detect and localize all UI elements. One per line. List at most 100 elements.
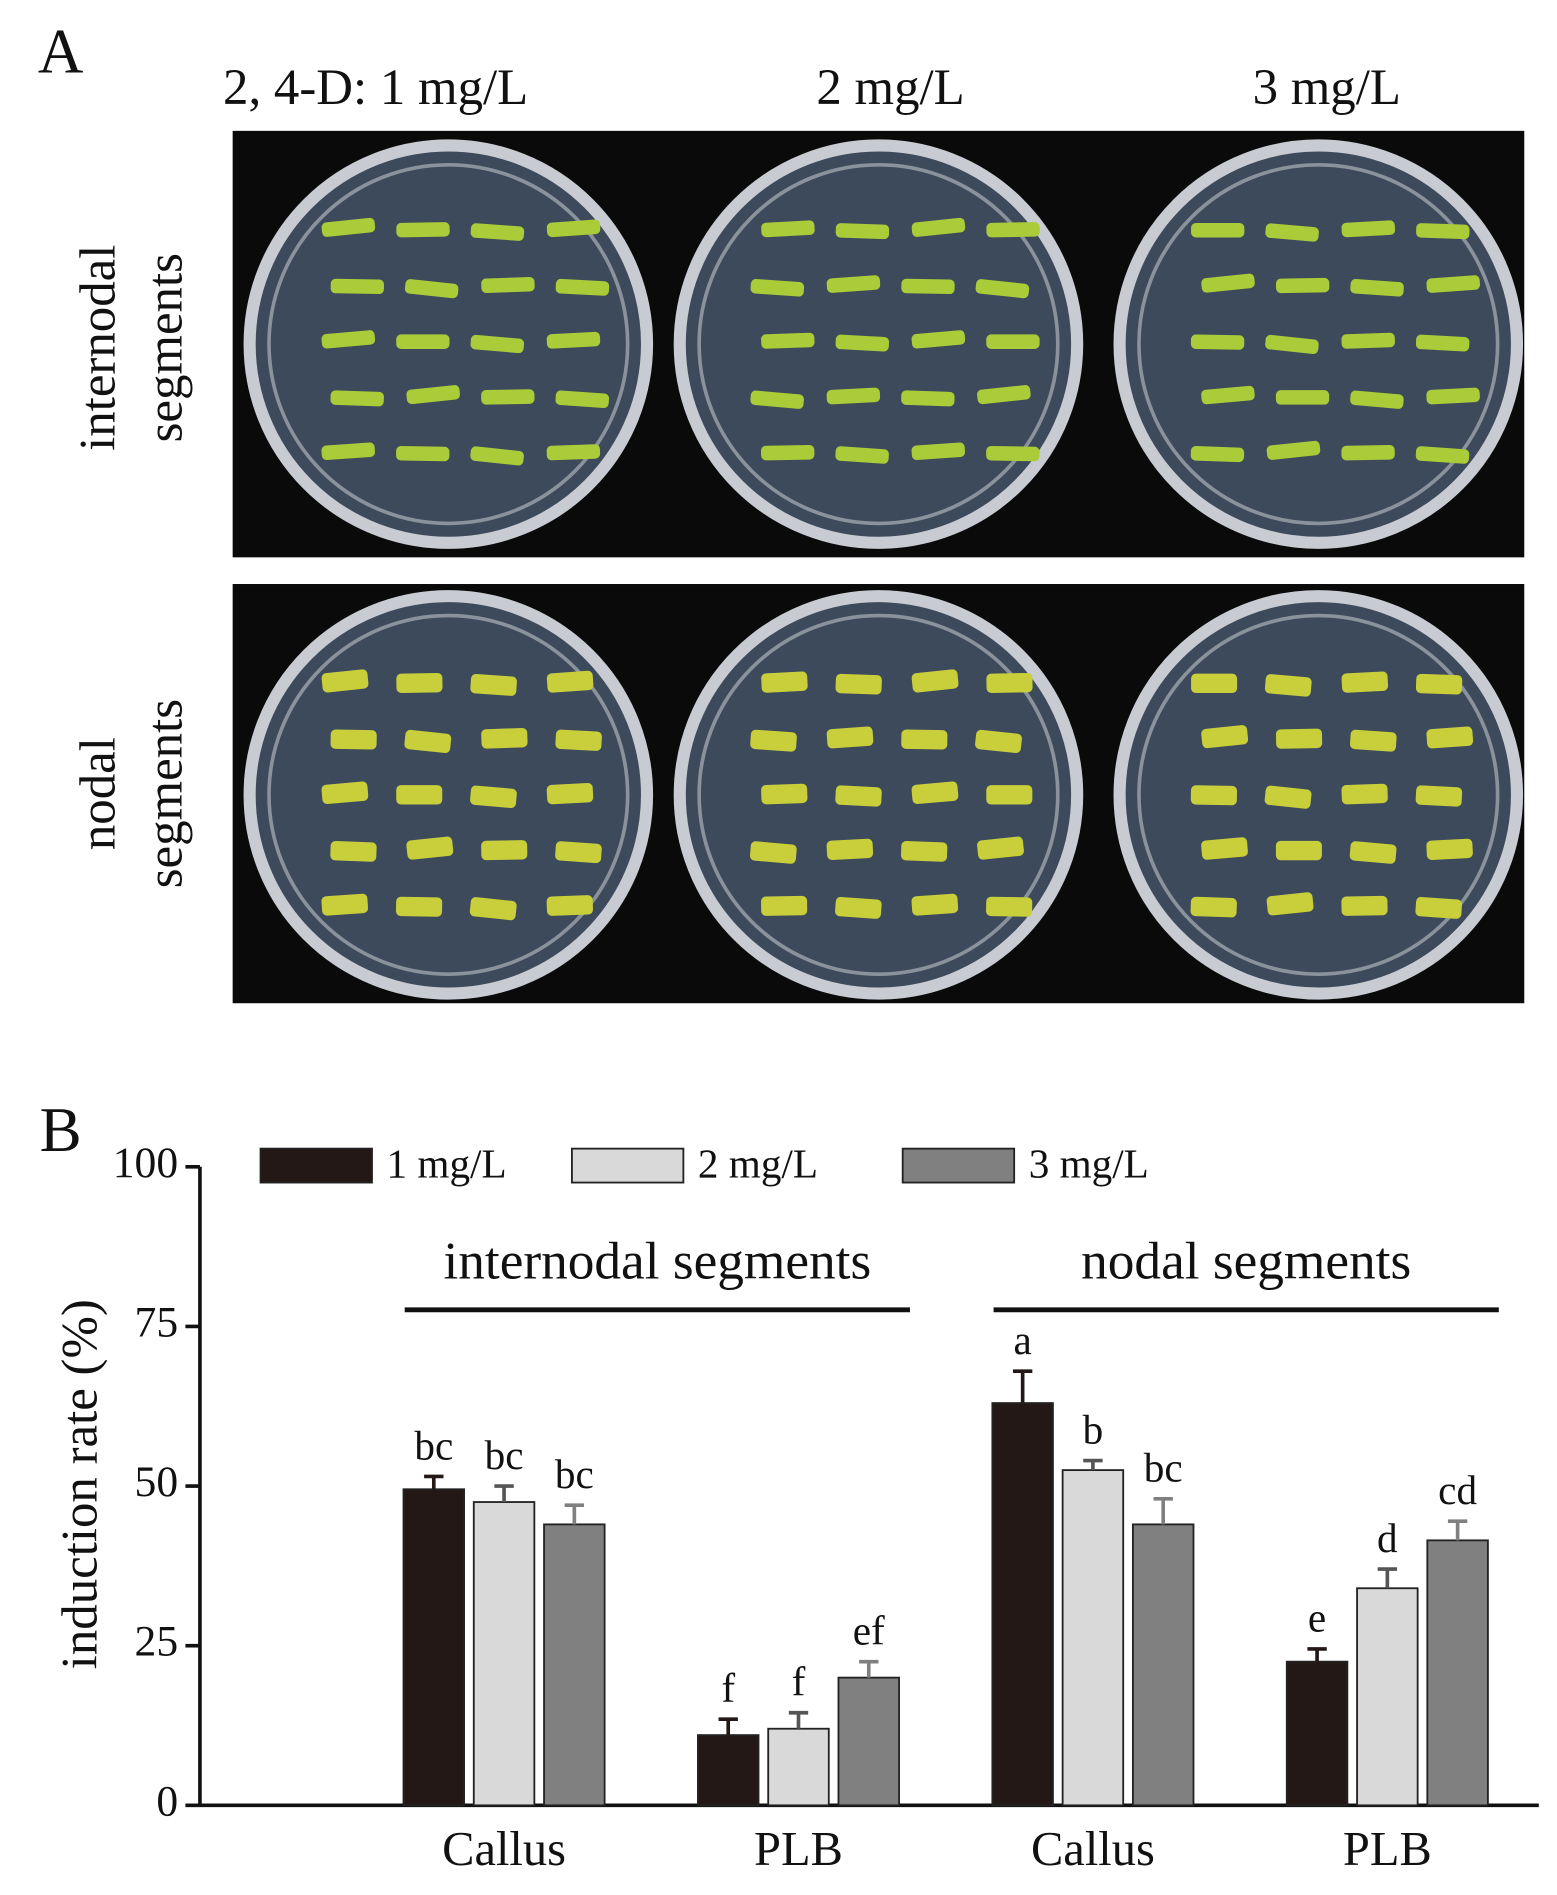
explant bbox=[1415, 673, 1463, 695]
significance-letter: b bbox=[1083, 1406, 1104, 1452]
explant bbox=[986, 896, 1033, 917]
explant bbox=[330, 841, 377, 862]
explant bbox=[546, 670, 594, 693]
explant bbox=[835, 223, 890, 240]
group-label: nodal segments bbox=[1081, 1230, 1411, 1290]
explant bbox=[1275, 728, 1323, 749]
explant bbox=[1426, 726, 1474, 749]
significance-letter: f bbox=[721, 1665, 735, 1711]
explant bbox=[1275, 840, 1322, 861]
explant bbox=[975, 279, 1030, 299]
explant bbox=[826, 726, 874, 749]
significance-letter: a bbox=[1014, 1317, 1032, 1363]
explant bbox=[469, 897, 517, 921]
explant bbox=[826, 275, 881, 293]
explant bbox=[1191, 222, 1245, 238]
explant bbox=[1201, 837, 1248, 860]
explant bbox=[555, 390, 610, 409]
explant bbox=[1415, 446, 1470, 464]
explant bbox=[1190, 896, 1237, 918]
explant bbox=[1264, 674, 1312, 697]
explant bbox=[321, 893, 369, 916]
y-axis-label: induction rate (%) bbox=[53, 1299, 109, 1669]
column-label: 3 mg/L bbox=[1253, 60, 1401, 116]
explant bbox=[396, 672, 443, 693]
dish bbox=[1113, 590, 1524, 1000]
explant bbox=[330, 390, 384, 407]
explant bbox=[1191, 673, 1238, 694]
explant bbox=[761, 332, 815, 349]
explant bbox=[1341, 445, 1395, 461]
explant bbox=[900, 841, 948, 862]
legend-swatch bbox=[571, 1147, 685, 1184]
explant bbox=[555, 278, 610, 296]
y-tick-label: 75 bbox=[135, 1298, 179, 1346]
bar bbox=[991, 1402, 1054, 1807]
explant bbox=[321, 442, 375, 461]
error-bar bbox=[564, 1503, 585, 1525]
explant bbox=[826, 387, 881, 405]
error-bar bbox=[1153, 1497, 1173, 1525]
significance-letter: bc bbox=[555, 1451, 594, 1497]
x-tick-label: Callus bbox=[1031, 1823, 1155, 1876]
bar bbox=[837, 1676, 900, 1807]
y-tick-label: 50 bbox=[135, 1458, 179, 1506]
explant bbox=[1266, 440, 1321, 460]
x-tick-label: Callus bbox=[442, 1823, 566, 1876]
error-bar bbox=[1447, 1519, 1468, 1541]
legend-swatch bbox=[259, 1147, 373, 1184]
row-label: segments bbox=[137, 253, 193, 442]
explant bbox=[470, 334, 525, 354]
explant bbox=[546, 895, 593, 916]
explant bbox=[1341, 220, 1396, 238]
significance-letter: cd bbox=[1438, 1467, 1477, 1513]
bar bbox=[1131, 1523, 1195, 1807]
error-bar bbox=[1083, 1458, 1103, 1471]
dish-rim bbox=[697, 162, 1060, 526]
explant bbox=[1265, 223, 1319, 242]
column-label: 2 mg/L bbox=[816, 60, 964, 116]
explant bbox=[1201, 725, 1249, 749]
y-tick-label: 25 bbox=[135, 1618, 179, 1666]
x-tick-label: PLB bbox=[754, 1823, 843, 1876]
significance-letter: ef bbox=[853, 1607, 885, 1653]
explant bbox=[835, 785, 882, 807]
explant bbox=[330, 729, 377, 750]
explant bbox=[835, 446, 889, 464]
significance-letter: f bbox=[792, 1659, 806, 1705]
explant bbox=[761, 783, 808, 805]
explant bbox=[395, 896, 443, 917]
explant bbox=[1266, 892, 1314, 916]
significance-letter: d bbox=[1377, 1515, 1398, 1561]
explant bbox=[835, 673, 882, 695]
explant bbox=[1341, 332, 1395, 349]
explant bbox=[330, 278, 385, 295]
explant bbox=[404, 279, 459, 299]
explant bbox=[1341, 895, 1388, 916]
explant bbox=[1265, 334, 1319, 354]
explant bbox=[481, 389, 535, 405]
explant bbox=[470, 673, 517, 696]
explant bbox=[555, 729, 602, 751]
explant bbox=[1264, 785, 1312, 809]
significance-letter: e bbox=[1308, 1595, 1326, 1641]
explant bbox=[1426, 275, 1480, 293]
explant bbox=[470, 785, 517, 809]
bar bbox=[1356, 1587, 1419, 1807]
explant bbox=[481, 840, 528, 861]
explant bbox=[1201, 385, 1255, 405]
row-label: nodal bbox=[71, 737, 127, 850]
significance-letter: bc bbox=[414, 1422, 453, 1468]
explant bbox=[986, 334, 1040, 349]
explant bbox=[321, 217, 376, 237]
explant bbox=[481, 276, 535, 294]
row-label: internodal bbox=[71, 245, 127, 451]
explant bbox=[1201, 273, 1255, 293]
explant bbox=[986, 785, 1033, 805]
dish-rim bbox=[1137, 613, 1500, 976]
explant bbox=[404, 729, 452, 754]
explant bbox=[986, 222, 1040, 238]
explant bbox=[986, 445, 1040, 462]
dish bbox=[243, 590, 654, 1000]
